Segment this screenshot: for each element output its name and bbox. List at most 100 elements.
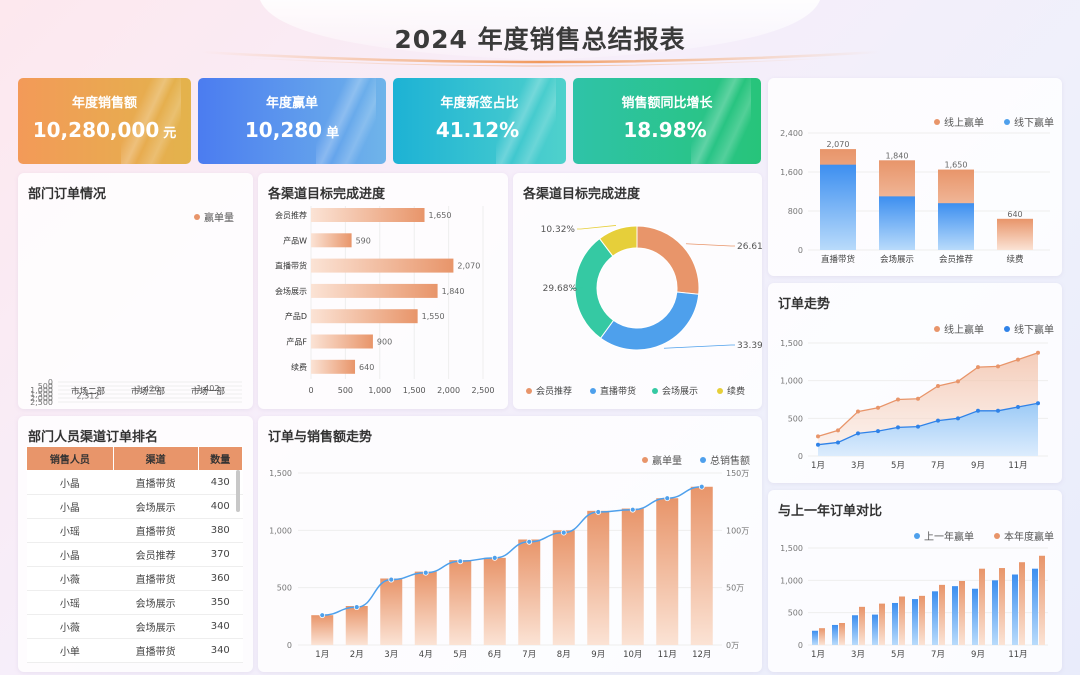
line-point <box>876 405 880 410</box>
x-tick-label: 4月 <box>419 650 433 660</box>
x-tick-label: 2月 <box>350 650 364 660</box>
yoy-legend: 上一年赢单 本年度赢单 <box>914 528 1054 543</box>
x-tick-label: 3月 <box>384 650 398 660</box>
y-tick-label: 500 <box>788 414 803 423</box>
dept-legend: 赢单量 <box>194 209 234 224</box>
bar-value-label: 1,550 <box>422 312 445 321</box>
bar <box>311 208 425 222</box>
y-tick-label: 1,500 <box>269 469 292 478</box>
x-tick-label: 1,500 <box>403 386 426 395</box>
x-tick-label: 5月 <box>453 650 467 660</box>
bar <box>1039 555 1045 645</box>
x-tick-label: 会场展示 <box>880 254 914 265</box>
y-tick-label: 0 <box>798 246 803 255</box>
x-tick-label: 1月 <box>811 461 825 471</box>
bar <box>621 508 644 645</box>
bar-value-label: 2,070 <box>457 262 480 271</box>
bar <box>879 603 885 645</box>
tr-legend: 线上赢单 线下赢单 <box>934 114 1054 129</box>
legend-label: 赢单量 <box>652 456 682 467</box>
x-tick-label: 1月 <box>811 650 825 660</box>
bar-value-label: 2,070 <box>827 140 850 149</box>
table-row[interactable]: 小晶 直播带货 430 <box>26 470 243 495</box>
line-point <box>595 509 602 515</box>
y-tick-label: 产品W <box>283 235 307 245</box>
bar <box>690 486 713 645</box>
yoy-card: 与上一年订单对比 上一年赢单 本年度赢单 0 500 1,000 1,500 1月 3月 5月… <box>768 490 1062 672</box>
y-tick-label: 1,000 <box>30 386 53 395</box>
trend-legend: 赢单量 总销售额 <box>642 452 750 467</box>
bar <box>979 568 985 645</box>
table-row[interactable]: 小晶 会员推荐 370 <box>26 542 243 567</box>
bar <box>311 334 373 349</box>
bar-value-label: 1,650 <box>429 211 452 220</box>
table-cell: 会场展示 <box>113 494 199 519</box>
bar <box>483 557 506 645</box>
page-title: 2024 年度销售总结报表 <box>394 25 686 54</box>
table-row[interactable]: 小薇 会场展示 340 <box>26 614 243 639</box>
kpi-shine <box>496 78 556 164</box>
orders-chart: 0 500 1,000 1,500 1月 3月 5月 7月 9月 11月 <box>780 339 1048 471</box>
channel-progress-title: 各渠道目标完成进度 <box>268 187 386 202</box>
line-point <box>816 442 820 447</box>
bar <box>899 596 905 645</box>
trend-card: 订单与销售额走势 赢单量 总销售额 0 0万 500 50万 1,000 100万 1,500… <box>258 416 762 672</box>
x-tick-label: 9月 <box>971 461 985 471</box>
line-point <box>388 576 395 583</box>
bar <box>859 606 865 645</box>
table-cell: 370 <box>198 542 243 567</box>
line-point <box>916 396 920 401</box>
table-row[interactable]: 小瑶 直播带货 380 <box>26 518 243 543</box>
bar <box>311 283 438 298</box>
y-tick-label: 会员推荐 <box>275 210 307 220</box>
x-tick-label: 6月 <box>488 650 502 660</box>
bar <box>311 233 352 248</box>
bar <box>449 560 472 645</box>
legend-label: 上一年赢单 <box>924 532 974 543</box>
table-cell: 会场展示 <box>113 614 199 639</box>
kpi-value: 10,280,000 元 <box>18 118 191 142</box>
line-point <box>319 612 326 619</box>
line-point <box>836 440 840 445</box>
bar <box>879 196 915 250</box>
bar <box>852 615 858 645</box>
kpi-number: 10,280 <box>244 118 323 142</box>
kpi-shine <box>691 78 751 164</box>
dept-orders-title: 部门订单情况 <box>28 187 107 202</box>
table-row[interactable]: 小晶 会场展示 400 <box>26 494 243 519</box>
line-point <box>491 554 498 561</box>
kpi-number: 41.12% <box>435 118 520 142</box>
legend-dot <box>590 388 596 394</box>
y-tick-label: 0 <box>798 452 803 461</box>
line-point <box>353 604 360 611</box>
table-header[interactable]: 数量 <box>197 446 244 471</box>
line-point <box>996 364 1000 369</box>
table-header[interactable]: 渠道 <box>112 446 199 471</box>
line-point <box>1036 401 1040 406</box>
table-cell: 小薇 <box>26 566 114 591</box>
table-row[interactable]: 小薇 直播带货 360 <box>26 566 243 591</box>
pie-value-label: 29.68% <box>543 284 578 294</box>
bar <box>552 530 575 645</box>
line-point <box>856 431 860 436</box>
pie-leader-line <box>570 287 584 290</box>
table-row[interactable]: 小瑶 会场展示 350 <box>26 590 243 615</box>
x-tick-label: 续费 <box>1006 254 1024 265</box>
x-tick-label: 8月 <box>557 650 571 660</box>
bar <box>311 258 454 273</box>
table-row[interactable]: 小单 直播带货 340 <box>26 638 243 663</box>
pie-slice <box>599 291 700 351</box>
table-header[interactable]: 销售人员 <box>26 446 114 471</box>
kpi-unit: 元 <box>163 126 177 141</box>
kpi-value: 18.98% <box>573 118 761 142</box>
kpi-label: 年度新签占比 <box>440 96 519 111</box>
x-tick-label: 9月 <box>971 650 985 660</box>
area-fill <box>818 403 1038 456</box>
table-scrollbar[interactable] <box>236 470 240 512</box>
online-offline-chart: 0 800 1,600 2,400 2,070 直播带货 1,840 会场展示 1,650 会员推… <box>780 129 1050 265</box>
line-point <box>916 424 920 429</box>
bar <box>872 614 878 645</box>
y-tick-label: 1,000 <box>269 526 292 535</box>
bar <box>414 571 437 645</box>
x-tick-label: 市场一部 <box>191 386 226 397</box>
